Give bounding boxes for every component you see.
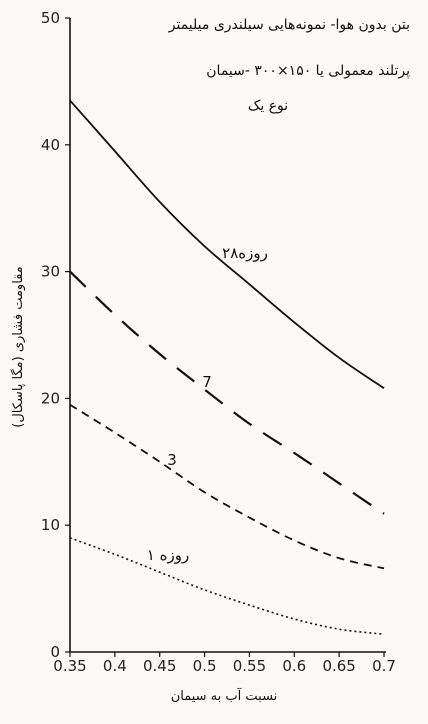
y-axis-label: مقاومت فشاری (مگا پاسکال) [10, 266, 26, 427]
x-tick-label: 0.35 [53, 657, 86, 675]
y-tick-label: 20 [41, 389, 60, 407]
series-label-2: 3 [167, 451, 177, 469]
series-label-3: ۱ روزه [147, 546, 189, 564]
series-layer [69, 99, 385, 636]
x-tick-label: 0.6 [282, 657, 306, 675]
x-tick-label: 0.55 [233, 657, 266, 675]
y-tick-label: 10 [41, 516, 60, 534]
y-tick-label: 30 [41, 263, 60, 281]
y-tick-label: 50 [41, 9, 60, 27]
series-line-0 [69, 99, 385, 390]
x-axis-label: نسبت آب به سیمان [171, 687, 278, 704]
chart-title: بتن بدون هوا- نمونه‌هایی سیلندری میلیمتر… [168, 17, 410, 114]
title-line-2: پرتلند معمولی یا ۱۵۰×۳۰۰ -سیمان [206, 63, 410, 79]
series-label-0: ۲۸روزه [222, 244, 268, 262]
series-line-2 [69, 403, 385, 570]
y-tick-label: 0 [50, 643, 60, 661]
title-line-3: نوع یک [248, 98, 288, 114]
axes: 0 10 20 30 40 50 0.35 0.4 0.45 0.5 0.55 0.6 0.65 0.7 [41, 9, 396, 675]
x-tick-label: 0.7 [372, 657, 396, 675]
series-line-1 [69, 270, 385, 515]
x-tick-label: 0.45 [143, 657, 176, 675]
x-tick-label: 0.65 [322, 657, 355, 675]
x-tick-label: 0.4 [103, 657, 127, 675]
x-tick-label: 0.5 [193, 657, 217, 675]
title-line-1: بتن بدون هوا- نمونه‌هایی سیلندری میلیمتر [168, 17, 410, 33]
y-tick-label: 40 [41, 136, 60, 154]
series-label-1: 7 [202, 373, 212, 391]
series-labels: ۲۸روزه 7 3 ۱ روزه [147, 244, 268, 564]
series-line-3 [69, 537, 385, 636]
